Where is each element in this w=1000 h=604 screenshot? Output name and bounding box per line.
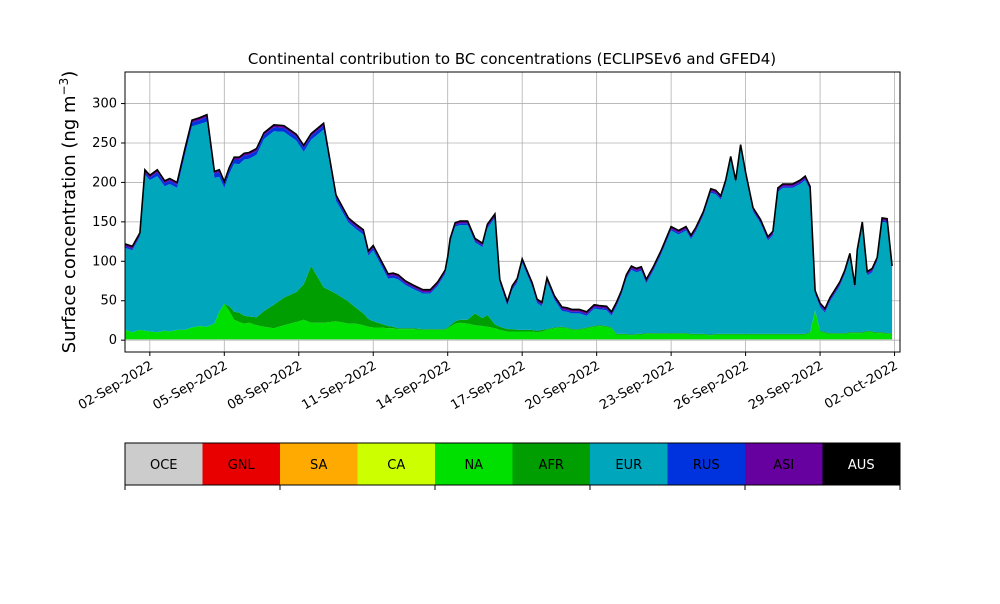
legend-label-rus: RUS (693, 458, 720, 473)
legend-swatch-sa (280, 443, 358, 485)
legend-label-aus: AUS (848, 458, 875, 473)
legend-label-afr: AFR (539, 458, 564, 473)
y-tick-label: 200 (92, 175, 117, 190)
legend-label-eur: EUR (615, 458, 642, 473)
legend-label-gnl: GNL (228, 458, 256, 473)
plot-frame (124, 71, 901, 353)
legend-swatch-na (435, 443, 513, 485)
x-tick-label: 02-Oct-2022 (822, 358, 900, 412)
x-tick-label: 20-Sep-2022 (523, 358, 603, 413)
legend-swatch-gnl (202, 443, 280, 485)
legend-label-asi: ASI (773, 458, 794, 473)
chart-title: Continental contribution to BC concentra… (248, 50, 776, 68)
legend-swatch-oce (125, 443, 203, 485)
legend-label-sa: SA (310, 458, 327, 473)
x-tick-label: 17-Sep-2022 (448, 358, 528, 413)
legend-swatch-aus (822, 443, 900, 485)
y-tick-label: 150 (92, 215, 117, 230)
legend-swatch-ca (357, 443, 435, 485)
x-tick-label: 02-Sep-2022 (76, 358, 156, 413)
x-tick-label: 29-Sep-2022 (746, 358, 826, 413)
area-afr (125, 266, 893, 336)
legend-swatch-eur (590, 443, 668, 485)
legend-label-oce: OCE (150, 458, 178, 473)
y-tick-label: 100 (92, 254, 117, 269)
x-tick-label: 11-Sep-2022 (299, 358, 379, 413)
y-tick-label: 0 (109, 333, 117, 348)
legend-swatch-asi (745, 443, 823, 485)
area-oce (125, 339, 893, 341)
legend-frame (124, 442, 901, 486)
total-outline (124, 113, 893, 314)
x-tick-label: 14-Sep-2022 (374, 358, 454, 413)
x-tick-label: 08-Sep-2022 (225, 358, 305, 413)
area-na (125, 303, 893, 340)
legend-label-ca: CA (387, 458, 405, 473)
y-tick-label: 50 (100, 294, 117, 309)
x-tick-label: 23-Sep-2022 (597, 358, 677, 413)
legend: OCE GNL SA CA NA AFR EUR RUS ASI AUS (124, 442, 901, 490)
area-eur (125, 121, 893, 335)
y-axis-label: Surface concentration (ng m−3) (57, 71, 80, 354)
y-tick-label: 300 (92, 97, 117, 112)
y-tick-label: 250 (92, 136, 117, 151)
y-axis-label-suffix: ) (59, 71, 80, 78)
legend-label-na: NA (464, 458, 483, 473)
y-axis-label-exponent: −3 (57, 78, 71, 96)
y-axis-label-main: Surface concentration (ng m (59, 95, 80, 353)
legend-swatch-afr (512, 443, 590, 485)
x-tick-label: 05-Sep-2022 (150, 358, 230, 413)
x-tick-label: 26-Sep-2022 (672, 358, 752, 413)
stacked-areas (124, 113, 893, 341)
legend-swatch-rus (667, 443, 745, 485)
